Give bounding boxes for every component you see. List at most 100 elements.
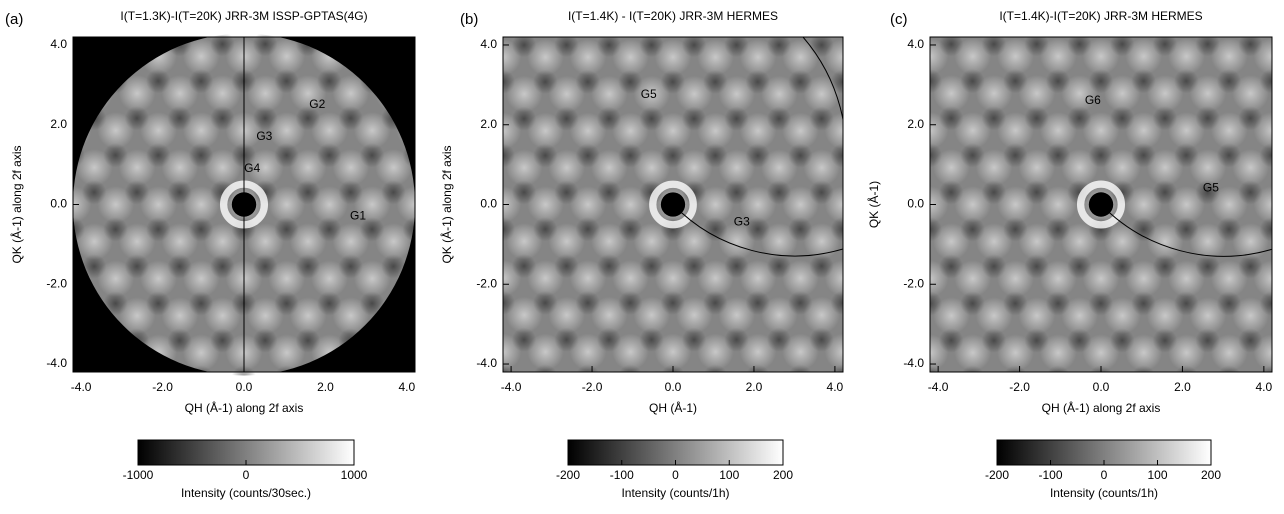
texture-spot	[1238, 402, 1262, 426]
texture-spot	[55, 408, 92, 445]
texture-spot	[825, 407, 861, 443]
texture-spot	[39, 328, 63, 352]
texture-spot	[1253, 260, 1272, 297]
texture-spot	[875, 69, 899, 93]
texture-spot	[421, 370, 457, 406]
texture-spot	[140, 112, 177, 149]
texture-spot	[424, 328, 448, 352]
texture-spot	[952, 0, 988, 2]
texture-spot	[1037, 0, 1073, 2]
texture-spot	[1080, 0, 1116, 2]
texture-spot	[912, 0, 949, 1]
texture-spot	[654, 259, 692, 297]
texture-spot	[830, 217, 843, 242]
texture-spot	[76, 223, 113, 260]
texture-spot	[1018, 297, 1056, 334]
texture-spot	[424, 402, 448, 426]
texture-spot	[527, 186, 564, 223]
texture-spot	[869, 334, 906, 371]
texture-spot	[789, 439, 813, 463]
texture-spot	[33, 149, 70, 186]
texture-spot	[869, 38, 906, 75]
texture-spot	[867, 334, 903, 370]
texture-spot	[697, 407, 733, 443]
colorbar-tick-label: -200	[985, 468, 1009, 482]
texture-spot	[1168, 260, 1205, 297]
texture-spot	[867, 113, 903, 149]
texture-spot	[739, 186, 777, 223]
texture-spot	[182, 37, 220, 75]
texture-spot	[381, 402, 405, 426]
texture-spot	[852, 328, 876, 352]
texture-spot	[140, 0, 177, 1]
texture-spot	[946, 37, 956, 38]
texture-spot	[803, 296, 840, 334]
texture-spot	[597, 401, 621, 425]
texture-spot	[527, 0, 563, 2]
annotation: G3	[256, 129, 272, 143]
texture-spot	[954, 37, 992, 75]
y-tick-label: -2.0	[46, 276, 67, 290]
texture-spot	[161, 297, 199, 334]
texture-spot	[506, 444, 542, 480]
texture-spot	[268, 112, 306, 149]
texture-spot	[853, 254, 877, 278]
texture-spot	[506, 149, 543, 186]
texture-spot	[0, 402, 21, 426]
texture	[789, 0, 1272, 463]
texture-spot	[12, 260, 49, 297]
texture-spot	[653, 0, 690, 1]
texture-spot	[1168, 0, 1205, 1]
texture-spot	[439, 260, 476, 297]
texture-spot	[353, 260, 391, 297]
texture-spot	[697, 186, 734, 223]
texture-spot	[33, 297, 70, 334]
texture-spot	[482, 0, 519, 1]
texture-spot	[315, 407, 351, 443]
texture-spot	[739, 38, 777, 76]
texture-spot	[118, 75, 156, 112]
texture-spot	[633, 149, 670, 186]
texture-spot	[445, 365, 469, 389]
texture-spot	[654, 112, 692, 150]
texture-spot	[397, 0, 434, 1]
texture-spot	[826, 408, 863, 445]
texture-spot	[1082, 112, 1120, 149]
texture-spot	[0, 260, 6, 297]
texture-spot	[33, 223, 70, 260]
texture-spot	[1210, 186, 1248, 223]
texture-spot	[226, 0, 263, 1]
texture-spot	[360, 439, 384, 463]
texture-spot	[559, 370, 575, 372]
texture-spot	[1018, 149, 1056, 186]
texture-spot	[0, 186, 6, 223]
texture-spot	[12, 408, 49, 445]
colorbar-tick-label: 200	[1201, 468, 1221, 482]
texture-spot	[1104, 297, 1141, 334]
texture-spot	[782, 38, 819, 76]
texture-spot	[379, 444, 415, 480]
texture-spot	[852, 254, 876, 278]
texture-spot	[506, 223, 543, 260]
texture-spot	[1039, 112, 1077, 149]
texture-spot	[873, 291, 897, 315]
texture-spot	[761, 296, 798, 334]
texture-spot	[1125, 186, 1163, 223]
texture-spot	[525, 0, 562, 1]
texture-spot	[718, 296, 755, 334]
texture-spot	[1125, 334, 1163, 372]
texture-spot	[918, 0, 942, 19]
chart-title: I(T=1.3K)-I(T=20K) JRR-3M ISSP-GPTAS(4G)	[120, 9, 367, 23]
texture-spot	[1040, 0, 1077, 1]
texture-spot	[76, 446, 113, 483]
texture-spot	[439, 0, 476, 1]
texture-spot	[375, 33, 412, 38]
texture-spot	[247, 149, 284, 186]
texture-spot	[873, 364, 897, 388]
y-tick-label: 0.0	[907, 197, 924, 211]
texture-spot	[1061, 297, 1098, 334]
texture-spot	[354, 0, 391, 1]
texture-spot	[875, 439, 899, 463]
texture-spot	[916, 0, 940, 20]
x-tick-label: -2.0	[1009, 380, 1030, 394]
